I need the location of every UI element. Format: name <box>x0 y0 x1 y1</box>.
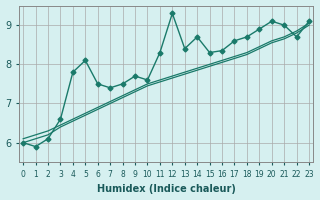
X-axis label: Humidex (Indice chaleur): Humidex (Indice chaleur) <box>97 184 236 194</box>
